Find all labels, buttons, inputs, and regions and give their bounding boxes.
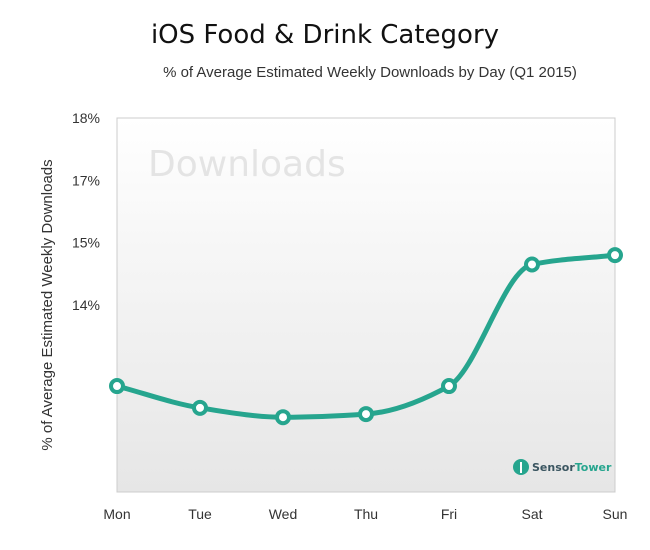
data-point — [358, 406, 374, 423]
chart-title: iOS Food & Drink Category — [150, 20, 500, 50]
x-tick-label: Wed — [269, 506, 298, 522]
x-tick-label: Sat — [521, 506, 542, 522]
data-point — [109, 378, 125, 395]
data-point — [441, 378, 457, 395]
x-tick-label: Thu — [354, 506, 378, 522]
brand-logo: SensorTower — [513, 459, 612, 475]
data-point — [192, 399, 208, 416]
watermark-text: Downloads — [148, 144, 346, 185]
x-tick-label: Fri — [441, 506, 457, 522]
y-tick-label: 18% — [72, 110, 100, 126]
chart-subtitle: % of Average Estimated Weekly Downloads … — [163, 64, 577, 81]
data-point — [275, 409, 291, 426]
data-point — [607, 247, 623, 264]
y-tick-label: 14% — [72, 297, 100, 313]
y-tick-label: 15% — [72, 235, 100, 251]
x-tick-label: Tue — [188, 506, 212, 522]
plot-area — [116, 117, 616, 493]
svg-text:SensorTower: SensorTower — [532, 461, 612, 474]
x-tick-label: Sun — [603, 506, 628, 522]
y-axis-label: % of Average Estimated Weekly Downloads — [39, 159, 56, 450]
data-point — [524, 256, 540, 273]
x-tick-label: Mon — [103, 506, 130, 522]
y-tick-label: 17% — [72, 172, 100, 188]
